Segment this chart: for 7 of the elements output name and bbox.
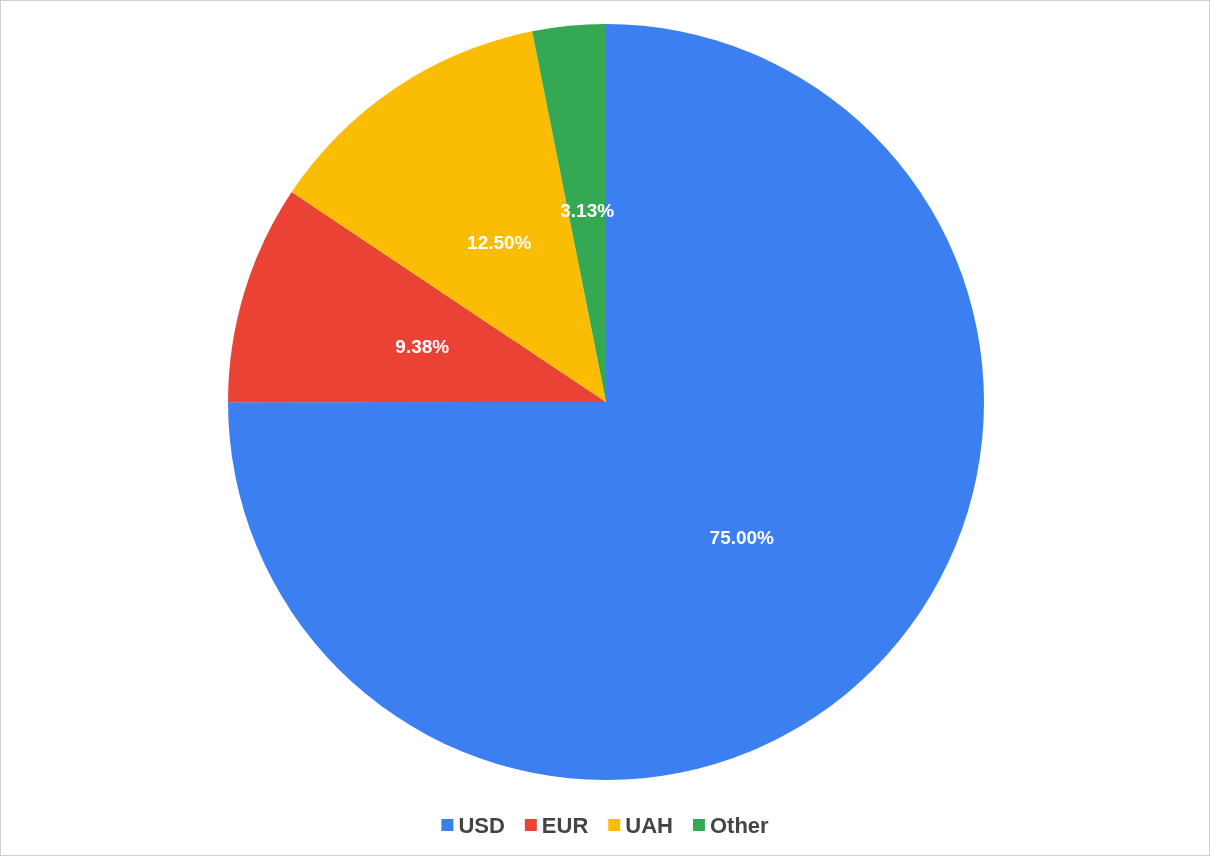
legend-label: EUR bbox=[541, 812, 589, 838]
legend-label: UAH bbox=[625, 812, 673, 838]
data-label: 9.38% bbox=[395, 335, 450, 357]
data-label: 12.50% bbox=[467, 231, 532, 253]
data-label: 75.00% bbox=[709, 527, 775, 549]
legend-label: USD bbox=[458, 812, 505, 838]
legend-label: Other bbox=[709, 812, 770, 838]
